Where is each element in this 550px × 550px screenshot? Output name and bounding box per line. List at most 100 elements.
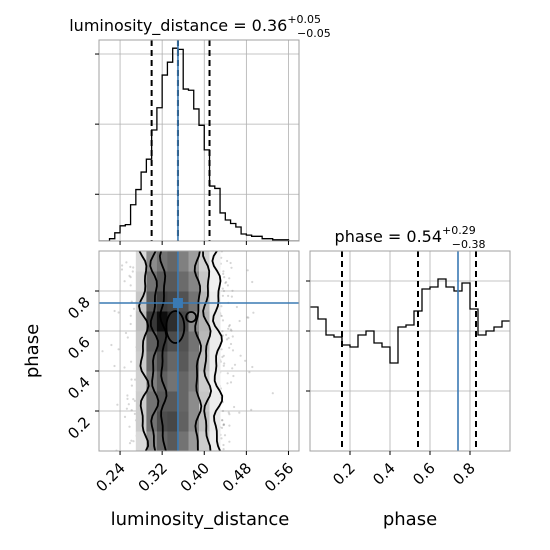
density-contour-line-2: [149, 251, 160, 451]
luminosity-distance-phase-density-panel: 0.24 0.32 0.40 0.48 0.56 0.2 0.4 0.6 0.8 luminos…: [22, 250, 300, 530]
density-sample-point: [222, 443, 225, 447]
density-sample-point: [130, 409, 133, 412]
truth-marker: [172, 298, 183, 308]
density-cell: [188, 331, 200, 352]
density-sample-point: [231, 349, 235, 352]
mid-y-tick-label-1: 0.4: [64, 373, 94, 403]
density-cell: [135, 431, 147, 451]
density-cell: [199, 291, 210, 312]
density-sample-point: [229, 328, 232, 331]
density-sample-point: [129, 284, 132, 287]
density-sample-point: [222, 364, 225, 367]
density-sample-point: [221, 355, 224, 359]
density-sample-point: [223, 434, 227, 437]
density-sample-point: [228, 346, 231, 349]
density-cell: [156, 271, 168, 292]
right-x-tick-label-3: 0.8: [449, 459, 479, 489]
density-cell: [177, 291, 189, 312]
density-sample-point: [123, 366, 126, 369]
density-sample-point: [128, 442, 132, 445]
density-sample-point: [117, 348, 120, 351]
density-cell: [167, 251, 179, 272]
density-sample-point: [223, 362, 226, 365]
density-cell: [146, 331, 158, 352]
x-axis-label-phase: phase: [383, 509, 437, 530]
density-sample-point: [227, 411, 230, 414]
density-sample-point: [221, 287, 224, 290]
mid-x-tick-label-1: 0.32: [135, 459, 171, 495]
density-sample-point: [220, 305, 223, 308]
density-cell: [177, 251, 189, 272]
density-sample-point: [229, 261, 232, 265]
mid-y-tick-label-2: 0.6: [64, 333, 94, 363]
phase-histogram-frame: [309, 250, 511, 452]
density-sample-point: [252, 311, 255, 314]
density-cell: [156, 311, 168, 332]
density-sample-point: [227, 294, 230, 297]
mid-x-tick-label-4: 0.56: [261, 459, 297, 495]
luminosity-distance-title: luminosity_distance = 0.36+0.05 −0.05: [69, 13, 331, 40]
density-sample-point: [244, 359, 247, 362]
density-contour-line-1: [211, 251, 224, 451]
density-sample-point: [226, 284, 229, 287]
phase-histogram-panel: 0.2 0.4 0.6 0.8 phase = 0.54+0.29 −0.38 phas…: [306, 224, 511, 530]
density-cell: [209, 351, 221, 372]
density-cell: [167, 431, 179, 451]
density-cell: [188, 271, 200, 292]
density-sample-point: [126, 394, 129, 397]
density-cell: [209, 271, 221, 292]
density-cell: [167, 331, 179, 352]
density-sample-point: [231, 289, 234, 292]
density-sample-point: [222, 270, 225, 273]
mid-y-tick-label-3: 0.8: [64, 293, 94, 323]
density-cell: [199, 391, 210, 412]
density-cell: [177, 351, 189, 372]
density-cell: [156, 291, 168, 312]
density-sample-point: [226, 259, 229, 263]
density-sample-point: [130, 378, 133, 381]
density-cell: [167, 411, 179, 432]
luminosity-distance-histogram-step: [99, 47, 299, 241]
density-cell: [146, 291, 158, 312]
density-sample-point: [129, 265, 132, 268]
phase-title: phase = 0.54+0.29 −0.38: [335, 224, 486, 251]
density-cell: [167, 311, 179, 332]
density-sample-point: [228, 324, 231, 327]
density-sample-point: [134, 378, 137, 381]
density-sample-point: [121, 264, 124, 267]
density-cell: [156, 251, 168, 272]
density-contour-line-5: [193, 251, 203, 451]
density-sample-point: [229, 342, 233, 346]
right-x-tick-label-0: 0.2: [329, 459, 359, 489]
density-cell: [135, 371, 147, 392]
density-sample-point: [130, 360, 133, 363]
density-cell: [167, 371, 179, 392]
density-sample-point: [221, 294, 224, 297]
density-sample-point: [130, 439, 133, 442]
density-cell: [188, 371, 200, 392]
density-sample-point: [231, 335, 234, 338]
density-sample-point: [84, 401, 86, 403]
mid-x-tick-label-3: 0.48: [219, 459, 255, 495]
luminosity-distance-histogram-frame: [98, 39, 300, 242]
density-sample-point: [228, 325, 231, 328]
density-sample-point: [132, 398, 135, 401]
density-sample-point: [225, 281, 228, 284]
density-cell: [209, 291, 221, 312]
density-cell: [209, 431, 221, 451]
density-sample-point: [222, 272, 225, 275]
density-cell: [199, 331, 210, 352]
density-sample-point: [125, 261, 128, 264]
density-sample-point: [251, 365, 254, 369]
density-cell: [177, 431, 189, 451]
density-sample-point: [129, 322, 132, 326]
density-contour-inner-loop: [165, 310, 186, 344]
density-sample-point: [123, 280, 126, 283]
density-sample-point: [225, 333, 228, 336]
density-sample-point: [227, 337, 230, 340]
density-sample-point: [129, 276, 132, 279]
density-sample-point: [129, 314, 132, 317]
density-cell: [209, 391, 221, 412]
density-sample-point: [238, 319, 241, 323]
phase-histogram-step: [310, 278, 510, 364]
